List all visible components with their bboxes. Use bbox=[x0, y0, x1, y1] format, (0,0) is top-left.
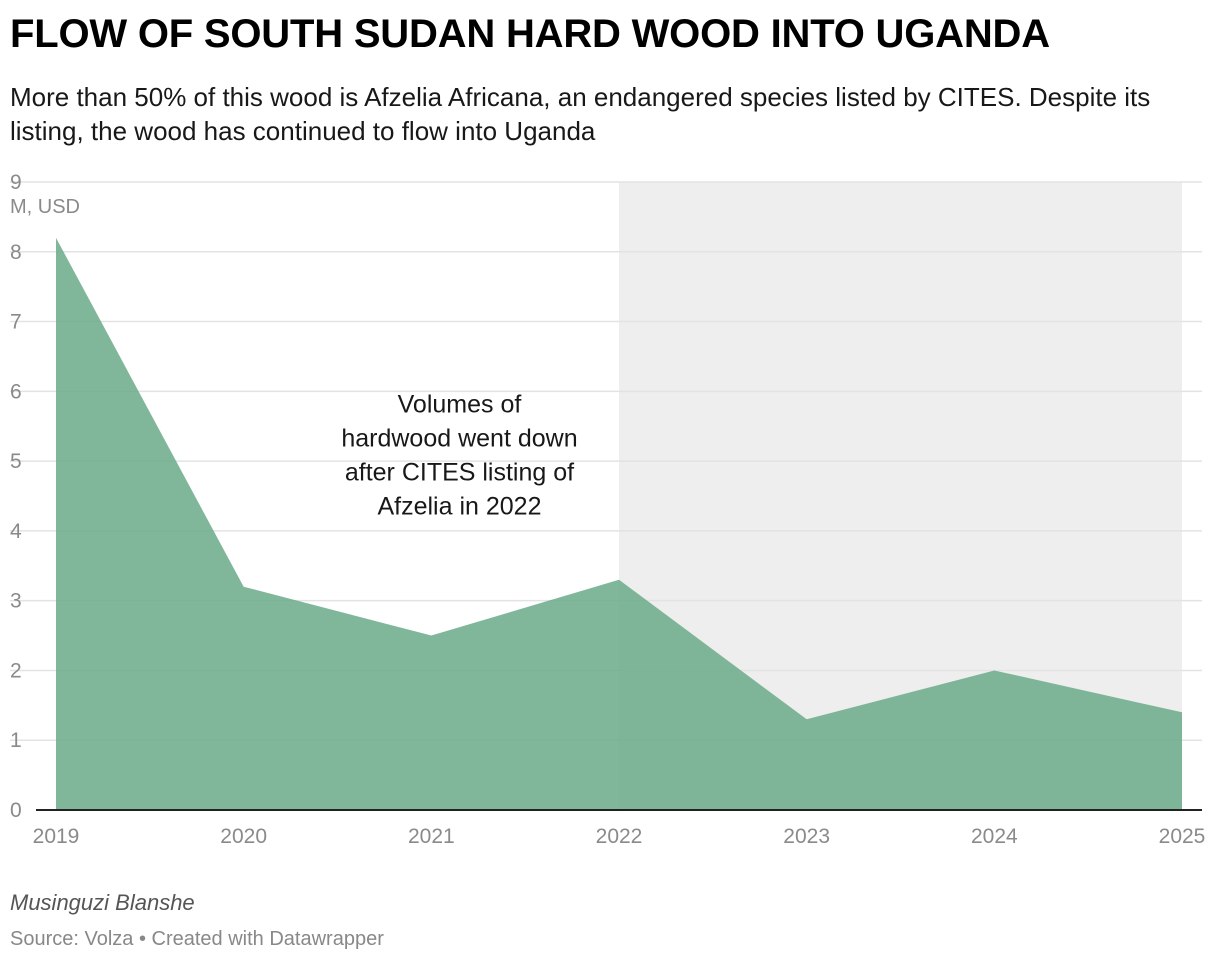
x-tick-label: 2024 bbox=[971, 825, 1018, 848]
area-series bbox=[56, 237, 1182, 811]
x-tick-label: 2019 bbox=[33, 825, 80, 848]
annotation-text: Volumes of bbox=[398, 390, 522, 418]
y-tick-label: 2 bbox=[10, 659, 22, 682]
source-note: Source: Volza • Created with Datawrapper bbox=[10, 928, 384, 950]
y-tick-label: 7 bbox=[10, 311, 22, 334]
y-tick-label: 0 bbox=[10, 799, 22, 822]
annotation-text: hardwood went down bbox=[341, 424, 577, 452]
y-axis-unit: M, USD bbox=[10, 196, 80, 218]
x-tick-label: 2020 bbox=[220, 825, 267, 848]
y-tick-label: 8 bbox=[10, 241, 22, 264]
y-tick-label: 4 bbox=[10, 520, 22, 543]
y-tick-label: 3 bbox=[10, 590, 22, 613]
byline: Musinguzi Blanshe bbox=[10, 890, 195, 915]
x-tick-label: 2022 bbox=[596, 825, 643, 848]
y-tick-label: 5 bbox=[10, 450, 22, 473]
annotation-text: after CITES listing of bbox=[345, 458, 574, 486]
area-chart: 0 1 2 3 4 5 6 7 8 9M, USD 2019 2020 2021 2022 2023 202… bbox=[10, 171, 1206, 848]
x-tick-label: 2025 bbox=[1159, 825, 1206, 848]
y-tick-label: 9 bbox=[10, 171, 22, 194]
y-tick-label: 6 bbox=[10, 380, 22, 403]
x-tick-label: 2023 bbox=[783, 825, 830, 848]
x-tick-label: 2021 bbox=[408, 825, 455, 848]
chart-title: FLOW OF SOUTH SUDAN HARD WOOD INTO UGAND… bbox=[10, 12, 1050, 56]
annotation-text: Afzelia in 2022 bbox=[377, 492, 541, 520]
chart-subtitle: More than 50% of this wood is Afzelia Af… bbox=[10, 82, 1151, 146]
y-tick-label: 1 bbox=[10, 729, 22, 752]
